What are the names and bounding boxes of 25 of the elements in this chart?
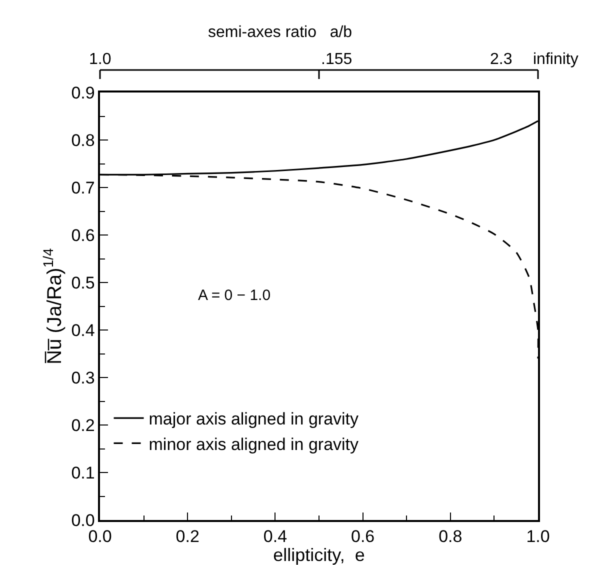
y-tick-label: 0.0 — [71, 510, 95, 530]
y-tick-label: 0.1 — [71, 463, 95, 482]
y-tick-label: 0.2 — [71, 416, 95, 435]
y-tick-label: 0.3 — [71, 368, 95, 388]
x-tick-label: 0.2 — [176, 527, 200, 546]
text: 2.3 — [490, 51, 512, 68]
x-tick-label: 0.8 — [438, 527, 462, 546]
legend-label: minor axis aligned in gravity — [148, 434, 360, 454]
legend-label: major axis aligned in gravity — [148, 410, 360, 429]
y-tick-label: 0.4 — [71, 320, 95, 340]
x-tick-label: 0.6 — [350, 527, 375, 546]
x-tick-label: 0.4 — [263, 527, 288, 546]
text: .155 — [321, 51, 352, 68]
annotation: A = 0 − 1.0 — [198, 287, 271, 304]
y-tick-label: 0.6 — [71, 226, 95, 245]
y-tick-label: 0.5 — [71, 273, 95, 292]
x-tick-label: 0.0 — [88, 527, 112, 546]
y-tick-label: 0.9 — [71, 83, 95, 102]
text: semi-axes ratio a/b — [208, 24, 352, 41]
y-tick-label: 0.8 — [71, 130, 95, 150]
x-tick-label: 1.0 — [526, 527, 550, 546]
x-axis-title: ellipticity, e — [273, 545, 365, 565]
text: infinity — [533, 51, 578, 68]
y-tick-label: 0.7 — [71, 178, 95, 198]
text: 1.0 — [89, 51, 112, 68]
